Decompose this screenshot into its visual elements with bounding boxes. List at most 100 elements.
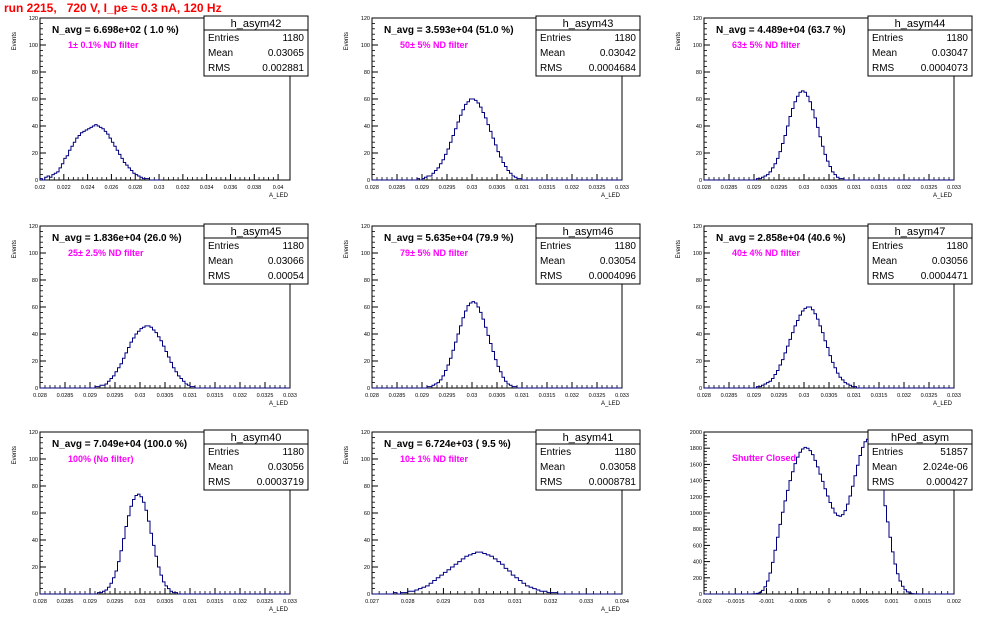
x-tick-label: 0.04 <box>273 185 284 191</box>
y-tick-label: 120 <box>29 430 38 436</box>
histogram-series <box>39 124 162 181</box>
navg-background <box>43 436 203 450</box>
stats-value: 1180 <box>282 447 304 458</box>
histogram-title: h_asym44 <box>895 18 946 30</box>
x-tick-label: 0.03 <box>467 185 478 191</box>
x-tick-label: 0.028 <box>401 599 415 605</box>
y-tick-label: 40 <box>32 332 38 338</box>
stats-label: Mean <box>208 48 233 59</box>
x-tick-label: 0.031 <box>508 599 522 605</box>
y-tick-label: 40 <box>696 124 702 130</box>
x-tick-label: 0.03 <box>474 599 485 605</box>
histogram-panel: 0 20 40 60 80 100 120 0.028 0.0285 0.029 0.0295 0.0… <box>676 223 973 407</box>
x-tick-label: 0.032 <box>565 393 579 399</box>
x-tick-label: 0.031 <box>183 599 197 605</box>
x-tick-label: 0.032 <box>544 599 558 605</box>
navg-label: N_avg = 3.593e+04 (51.0 %) <box>384 25 514 36</box>
y-axis-title: Events <box>344 32 350 50</box>
x-tick-label: 0.033 <box>947 393 961 399</box>
x-tick-label: 0.032 <box>233 393 247 399</box>
navg-background <box>43 22 203 36</box>
stats-label: Entries <box>208 447 239 458</box>
filter-label: 1± 0.1% ND filter <box>68 40 139 50</box>
y-tick-label: 80 <box>32 484 38 490</box>
histogram-series <box>40 325 290 389</box>
stats-label: Entries <box>540 447 571 458</box>
stats-label: Entries <box>540 33 571 44</box>
stats-label: RMS <box>540 63 563 74</box>
histogram-panel: 0 20 40 60 80 100 120 0.028 0.0285 0.029 0.0295 0.0… <box>12 223 309 407</box>
y-tick-label: 120 <box>361 224 370 230</box>
stats-value: 0.002881 <box>262 63 304 74</box>
stats-label: Entries <box>872 447 903 458</box>
x-tick-label: 0.0295 <box>107 599 124 605</box>
stats-value: 51857 <box>940 447 968 458</box>
stats-label: Entries <box>208 33 239 44</box>
stats-value: 0.03056 <box>268 462 305 473</box>
x-tick-label: -0.0005 <box>788 599 807 605</box>
x-tick-label: 0.03 <box>799 185 810 191</box>
y-tick-label: 600 <box>693 543 702 549</box>
y-tick-label: 0 <box>35 592 38 598</box>
y-tick-label: 1200 <box>690 495 702 501</box>
histogram-series <box>704 438 954 595</box>
histogram-panel: 0 20 40 60 80 100 120 0.028 0.0285 0.029 0.0295 0.0… <box>676 15 973 199</box>
x-tick-label: 0.0285 <box>389 185 406 191</box>
stats-value: 1180 <box>946 241 968 252</box>
histogram-series <box>704 306 954 389</box>
y-tick-label: 120 <box>361 430 370 436</box>
y-tick-label: 120 <box>29 224 38 230</box>
histogram-title: h_asym46 <box>563 226 614 238</box>
y-tick-label: 20 <box>364 359 370 365</box>
x-tick-label: 0.0315 <box>207 599 224 605</box>
x-tick-label: 0.0285 <box>57 393 74 399</box>
histogram-title: h_asym43 <box>563 18 614 30</box>
x-tick-label: 0.033 <box>283 393 297 399</box>
x-tick-label: -0.002 <box>696 599 712 605</box>
navg-label: N_avg = 7.049e+04 (100.0 %) <box>52 439 187 450</box>
x-tick-label: 0.0315 <box>207 393 224 399</box>
stats-value: 0.0004684 <box>589 63 637 74</box>
y-axis-title: Events <box>344 240 350 258</box>
x-tick-label: 0.033 <box>283 599 297 605</box>
stats-label: Mean <box>872 48 897 59</box>
y-tick-label: 100 <box>29 251 38 257</box>
navg-label: N_avg = 6.698e+02 ( 1.0 %) <box>52 25 179 36</box>
stats-label: RMS <box>208 477 231 488</box>
y-tick-label: 40 <box>364 124 370 130</box>
histogram-panel: 0 200 400 600 800 1000 1200 1400 1600 1800 2000 -0.… <box>690 429 973 605</box>
stats-value: 0.0003719 <box>257 477 305 488</box>
x-tick-label: 0.024 <box>81 185 95 191</box>
stats-label: Mean <box>872 462 897 473</box>
y-tick-label: 100 <box>29 43 38 49</box>
x-tick-label: 0.029 <box>415 393 429 399</box>
y-tick-label: 60 <box>696 305 702 311</box>
x-tick-label: 0.028 <box>365 185 379 191</box>
y-tick-label: 100 <box>361 43 370 49</box>
y-tick-label: 100 <box>361 251 370 257</box>
navg-background <box>375 230 535 244</box>
y-tick-label: 0 <box>35 178 38 184</box>
x-axis-title: A_LED <box>269 193 289 199</box>
x-tick-label: 0.0315 <box>871 393 888 399</box>
histogram-title: h_asym45 <box>231 226 282 238</box>
navg-background <box>375 436 535 450</box>
x-tick-label: 0.0325 <box>257 393 274 399</box>
y-tick-label: 20 <box>32 359 38 365</box>
stats-value: 1180 <box>614 241 636 252</box>
stats-label: RMS <box>208 63 231 74</box>
x-tick-label: 0.0285 <box>721 393 738 399</box>
filter-label: 50± 5% ND filter <box>400 40 468 50</box>
x-tick-label: 0.0325 <box>589 185 606 191</box>
stats-value: 0.03058 <box>600 462 637 473</box>
x-tick-label: 0.034 <box>615 599 629 605</box>
navg-label: N_avg = 1.836e+04 (26.0 %) <box>52 233 182 244</box>
x-tick-label: 0.0285 <box>57 599 74 605</box>
y-tick-label: 0 <box>699 386 702 392</box>
stats-label: Mean <box>208 462 233 473</box>
histogram-panel: 0 20 40 60 80 100 120 0.028 0.0285 0.029 0.0295 0.0… <box>344 15 641 199</box>
histogram-series <box>372 98 622 181</box>
navg-background <box>43 230 203 244</box>
histogram-title: h_asym40 <box>231 432 282 444</box>
x-tick-label: 0.0315 <box>871 185 888 191</box>
